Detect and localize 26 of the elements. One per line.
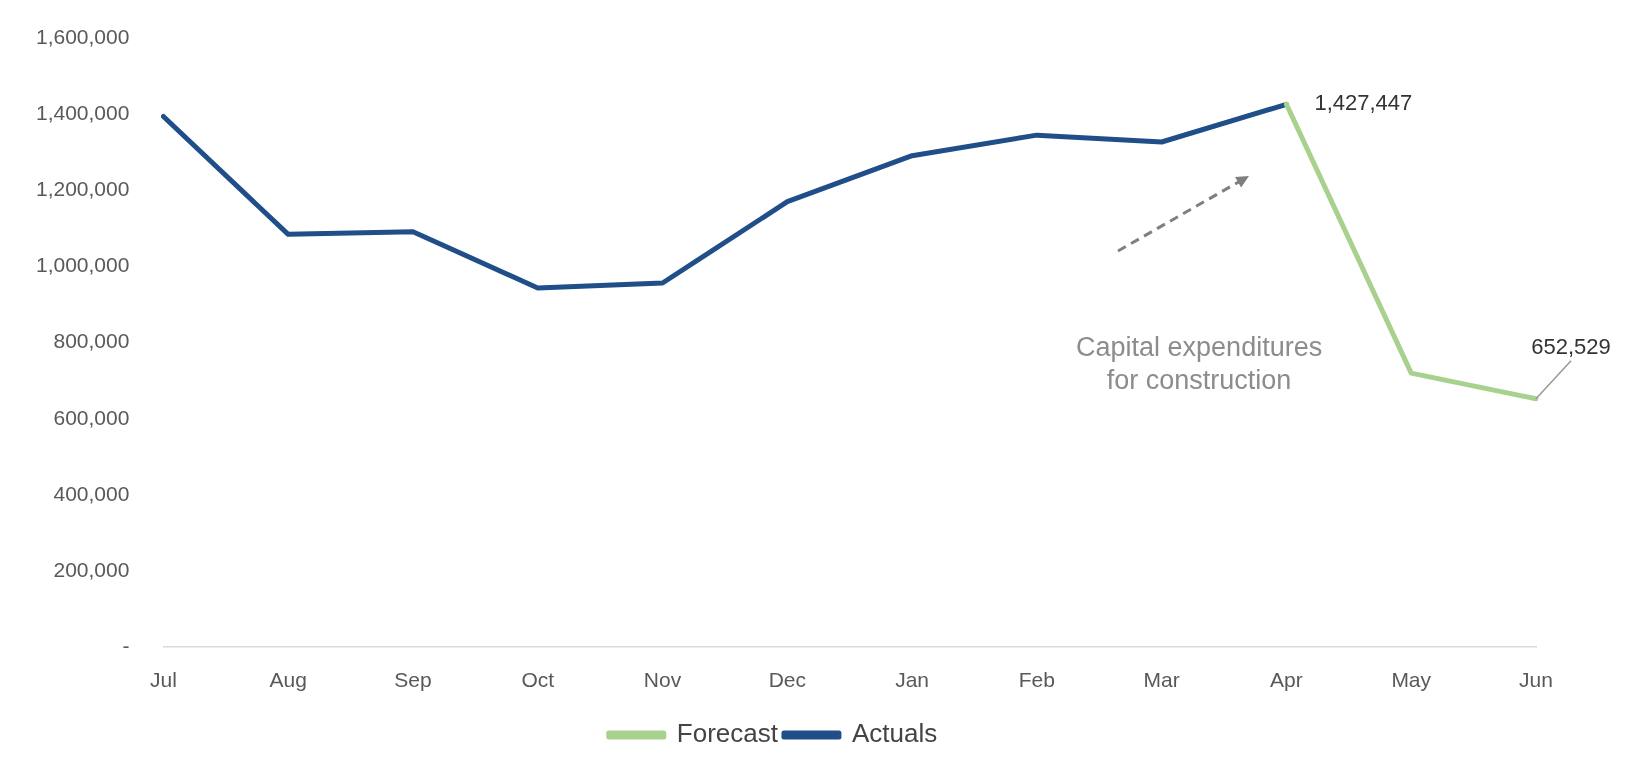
data-label: 652,529 [1531, 333, 1611, 359]
y-tick-label: 1,000,000 [35, 253, 130, 277]
y-tick-label: - [122, 633, 130, 657]
y-tick-label: 200,000 [53, 557, 130, 581]
y-tick-label: 400,000 [53, 481, 130, 505]
annotation: Capital expenditures for construction [1075, 330, 1324, 397]
x-tick-label: Dec [768, 668, 806, 692]
x-tick-label: Jul [149, 668, 177, 692]
y-tick-label: 600,000 [53, 405, 130, 429]
x-tick-label: Nov [643, 668, 682, 692]
y-tick-label: 1,200,000 [35, 177, 130, 201]
x-tick-label: Oct [521, 668, 555, 692]
y-tick-label: 1,600,000 [35, 25, 130, 49]
x-tick-label: Apr [1270, 668, 1303, 692]
x-tick-label: May [1391, 668, 1432, 692]
y-tick-label: 1,400,000 [35, 101, 130, 125]
x-tick-label: Sep [394, 668, 432, 692]
x-tick-label: Aug [269, 668, 307, 692]
x-tick-label: Mar [1143, 668, 1180, 692]
x-tick-label: Feb [1018, 668, 1055, 692]
legend-label: Actuals [851, 718, 938, 749]
x-tick-label: Jun [1519, 668, 1553, 692]
y-tick-label: 800,000 [53, 329, 130, 353]
legend-label: Forecast [676, 718, 779, 749]
data-label: 1,427,447 [1314, 90, 1413, 116]
x-tick-label: Jan [895, 668, 930, 692]
